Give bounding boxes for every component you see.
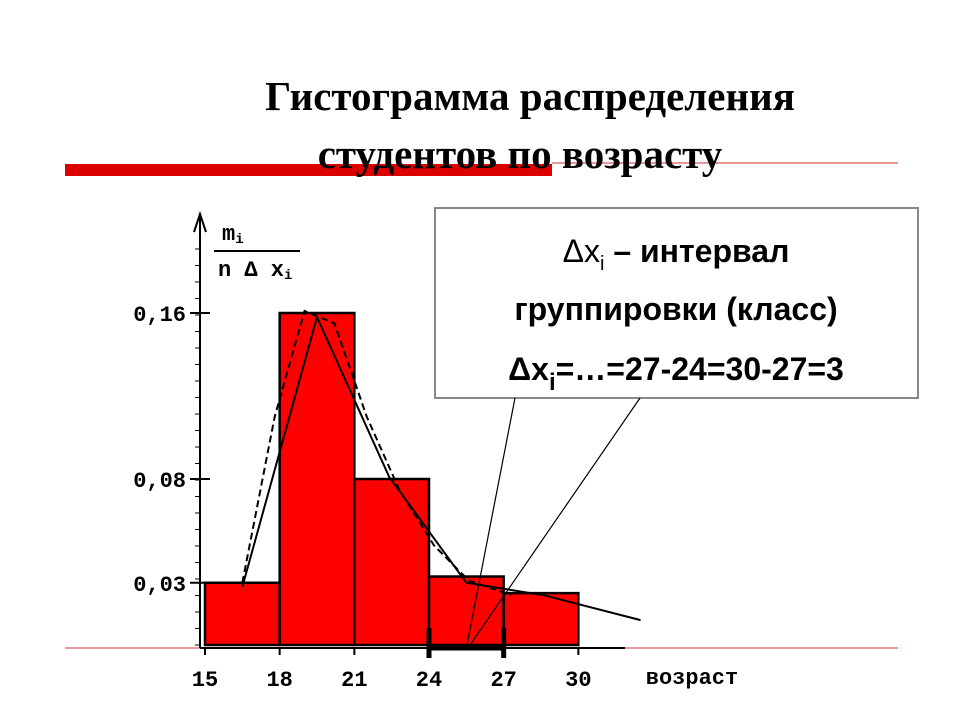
subscript: i: [549, 369, 556, 396]
interval-bracket: [426, 628, 507, 658]
callout-pointer: [466, 397, 516, 646]
title-line: Гистограмма распределения: [265, 73, 795, 119]
x-tick-label: 21: [341, 668, 367, 693]
y-axis-arrow: [193, 210, 207, 233]
x-tick-label: 27: [490, 668, 516, 693]
callout-line: Δxi=…=27-24=30-27=3: [508, 351, 844, 396]
symbol: Δx: [563, 233, 600, 269]
callout-box: [434, 207, 919, 399]
subscript: i: [284, 268, 292, 284]
title-line: студентов по возрасту: [318, 131, 723, 177]
x-tick-label: 24: [416, 668, 442, 693]
x-axis-label: возраст: [646, 666, 738, 691]
y-tick-label: 0,16: [133, 303, 186, 328]
density-curve: [241, 309, 512, 597]
subscript: i: [600, 253, 604, 275]
symbol: Δx: [508, 351, 549, 387]
bar: [278, 311, 356, 647]
x-tick-label: 30: [565, 668, 591, 693]
callout-line: Δxi – интервал: [563, 233, 790, 275]
y-tick-label: 0,08: [133, 469, 186, 494]
y-tick-label: 0,03: [133, 573, 186, 598]
callout-pointer: [469, 397, 641, 646]
y-label-denominator: n Δ xi: [218, 258, 292, 284]
bar: [353, 477, 431, 647]
callout-line: группировки (класс): [514, 291, 837, 327]
text: m: [222, 222, 235, 247]
bar: [203, 581, 281, 647]
frequency-polygon: [241, 314, 641, 622]
text: =…=27-24=30-27=3: [556, 351, 844, 387]
title-accent: [65, 164, 552, 176]
text: – интервал: [604, 233, 789, 269]
y-label-numerator: mi: [222, 222, 244, 248]
x-tick-label: 18: [266, 668, 292, 693]
text: n Δ x: [218, 258, 284, 283]
x-tick-label: 15: [192, 668, 218, 693]
subscript: i: [235, 232, 243, 248]
